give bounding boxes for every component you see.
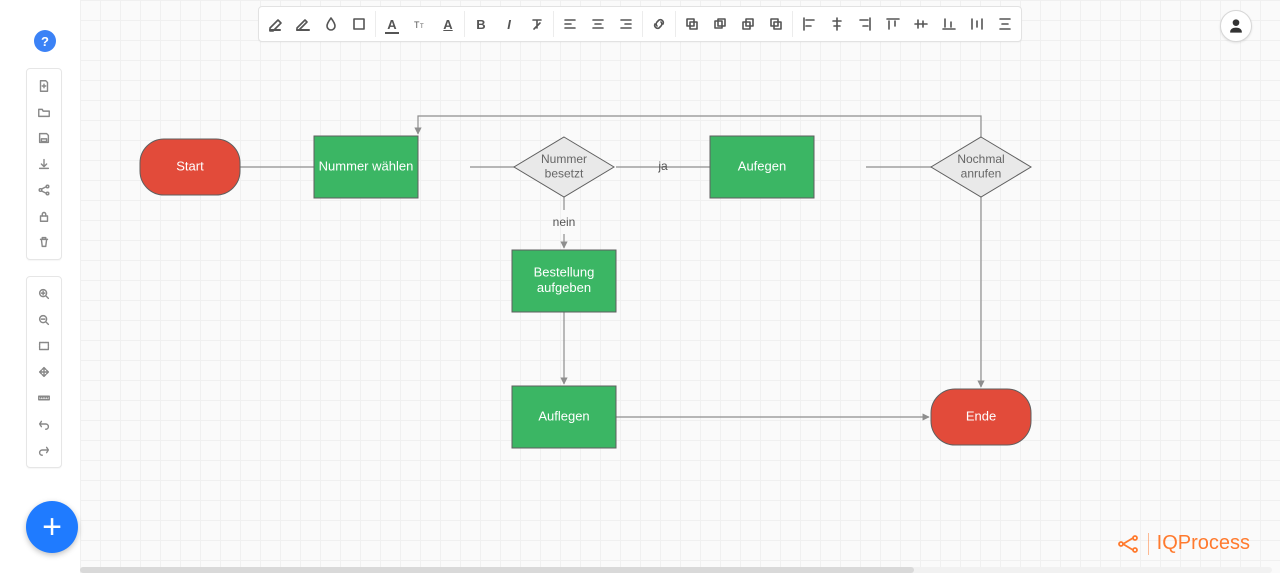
- svg-text:Auflegen: Auflegen: [538, 408, 589, 423]
- zoom-in-icon[interactable]: [27, 281, 61, 307]
- download-icon[interactable]: [27, 151, 61, 177]
- send-backward-icon[interactable]: [734, 8, 762, 40]
- align-obj-vcenter-icon[interactable]: [907, 8, 935, 40]
- svg-text:Nummer wählen: Nummer wählen: [319, 158, 414, 173]
- align-obj-right-icon[interactable]: [851, 8, 879, 40]
- svg-text:T: T: [420, 24, 424, 30]
- ruler-icon[interactable]: [27, 385, 61, 411]
- italic-icon[interactable]: I: [495, 8, 523, 40]
- svg-text:Start: Start: [176, 158, 204, 173]
- align-obj-bottom-icon[interactable]: [935, 8, 963, 40]
- open-folder-icon[interactable]: [27, 99, 61, 125]
- bring-front-icon[interactable]: [678, 8, 706, 40]
- font-family-icon[interactable]: A: [434, 8, 462, 40]
- redo-icon[interactable]: [27, 437, 61, 463]
- pan-icon[interactable]: [27, 359, 61, 385]
- align-obj-top-icon[interactable]: [879, 8, 907, 40]
- align-left-icon[interactable]: [556, 8, 584, 40]
- fit-screen-icon[interactable]: [27, 333, 61, 359]
- distribute-v-icon[interactable]: [991, 8, 1019, 40]
- svg-text:Nummer: Nummer: [541, 152, 587, 166]
- user-avatar[interactable]: [1220, 10, 1252, 42]
- undo-icon[interactable]: [27, 411, 61, 437]
- save-icon[interactable]: [27, 125, 61, 151]
- diagram-canvas[interactable]: ja nein Start Nummer wählen Nummerbesetzt Auf…: [80, 0, 1280, 573]
- svg-text:besetzt: besetzt: [545, 166, 584, 180]
- svg-text:Nochmal: Nochmal: [957, 152, 1004, 166]
- clear-format-icon[interactable]: [523, 8, 551, 40]
- svg-text:aufgeben: aufgeben: [537, 280, 591, 295]
- new-file-icon[interactable]: [27, 73, 61, 99]
- line-color-icon[interactable]: [289, 8, 317, 40]
- send-back-icon[interactable]: [762, 8, 790, 40]
- bold-icon[interactable]: B: [467, 8, 495, 40]
- bring-forward-icon[interactable]: [706, 8, 734, 40]
- link-icon[interactable]: [645, 8, 673, 40]
- svg-text:Ende: Ende: [966, 408, 996, 423]
- font-size-icon[interactable]: TT: [406, 8, 434, 40]
- flowchart: ja nein Start Nummer wählen Nummerbesetzt Auf…: [80, 0, 1280, 573]
- view-toolbar: [26, 276, 62, 468]
- svg-text:ja: ja: [657, 159, 668, 173]
- align-obj-left-icon[interactable]: [795, 8, 823, 40]
- help-button[interactable]: ?: [34, 30, 56, 52]
- distribute-h-icon[interactable]: [963, 8, 991, 40]
- font-color-icon[interactable]: A: [378, 8, 406, 40]
- svg-text:Aufegen: Aufegen: [738, 158, 786, 173]
- share-icon[interactable]: [27, 177, 61, 203]
- border-style-icon[interactable]: [345, 8, 373, 40]
- align-right-icon[interactable]: [612, 8, 640, 40]
- align-obj-hcenter-icon[interactable]: [823, 8, 851, 40]
- lock-icon[interactable]: [27, 203, 61, 229]
- format-toolbar: A TT A B I: [258, 6, 1022, 42]
- opacity-icon[interactable]: [317, 8, 345, 40]
- file-toolbar: [26, 68, 62, 260]
- brand-label: IQProcess: [1157, 532, 1250, 555]
- horizontal-scrollbar[interactable]: [80, 567, 1272, 573]
- brand-logo: IQProcess: [1116, 532, 1250, 555]
- svg-text:anrufen: anrufen: [961, 166, 1002, 180]
- svg-text:Bestellung: Bestellung: [534, 265, 595, 280]
- add-shape-button[interactable]: +: [26, 501, 78, 553]
- svg-text:nein: nein: [553, 215, 576, 229]
- delete-icon[interactable]: [27, 229, 61, 255]
- fill-color-icon[interactable]: [261, 8, 289, 40]
- align-center-icon[interactable]: [584, 8, 612, 40]
- zoom-out-icon[interactable]: [27, 307, 61, 333]
